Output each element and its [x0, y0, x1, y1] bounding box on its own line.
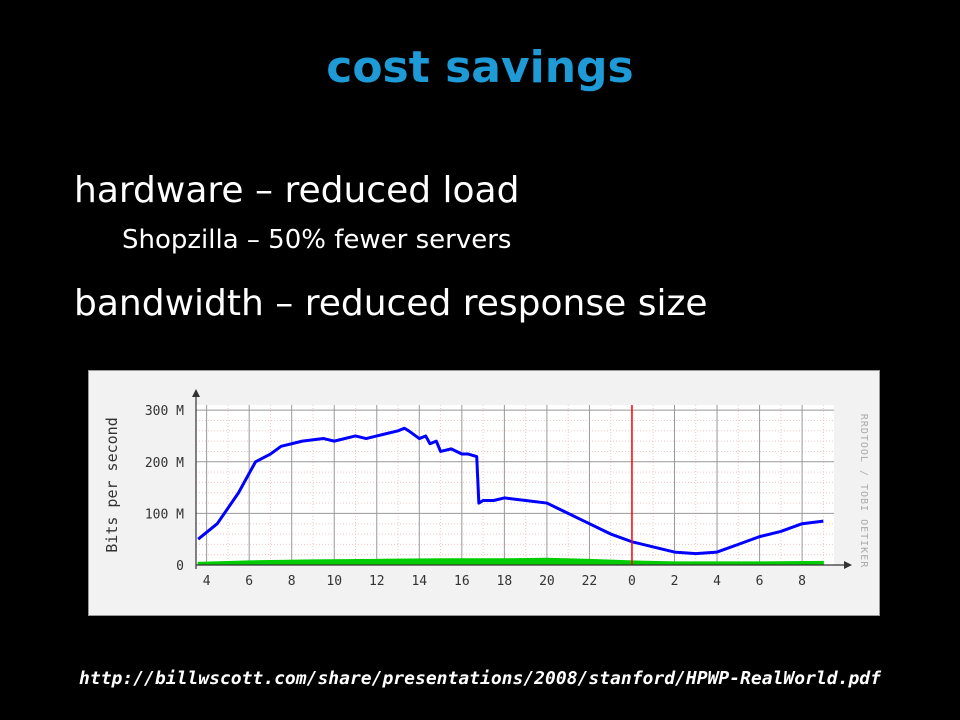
- x-tick-label: 12: [369, 574, 385, 589]
- y-axis-label: Bits per second: [103, 417, 121, 552]
- chart-svg: 0 100 M 200 M 300 M 4 6 8 10 12 14 16 18 20 22 0 2 4 6 8 Bi…: [103, 389, 869, 589]
- x-tick-label: 10: [326, 574, 342, 589]
- x-tick-label: 0: [628, 574, 636, 589]
- series-line: [197, 426, 824, 556]
- x-tick-label: 2: [671, 574, 679, 589]
- x-tick-label: 8: [288, 574, 296, 589]
- y-tick-label: 200 M: [145, 456, 184, 471]
- x-tick-label: 4: [203, 574, 211, 589]
- x-tick-label: 18: [497, 574, 513, 589]
- bandwidth-chart: 0 100 M 200 M 300 M 4 6 8 10 12 14 16 18 20 22 0 2 4 6 8 Bi…: [88, 370, 880, 616]
- x-tick-label: 6: [756, 574, 764, 589]
- x-tick-label: 6: [245, 574, 253, 589]
- bullet-bandwidth: bandwidth – reduced response size: [74, 283, 708, 324]
- y-tick-label: 300 M: [145, 404, 184, 419]
- y-tick-label: 100 M: [145, 507, 184, 522]
- x-tick-label: 14: [411, 574, 427, 589]
- source-url[interactable]: http://billwscott.com/share/presentation…: [79, 668, 881, 689]
- x-tick-label: 22: [582, 574, 598, 589]
- slide-title: cost savings: [326, 42, 634, 93]
- y-tick-label: 0: [176, 559, 184, 574]
- rrdtool-watermark: RRDTOOL / TOBI OETIKER: [858, 414, 869, 568]
- x-tick-label: 8: [798, 574, 806, 589]
- x-tick-label: 16: [454, 574, 470, 589]
- series-area: [197, 557, 824, 566]
- plot-area: [196, 405, 834, 565]
- sub-bullet-shopzilla: Shopzilla – 50% fewer servers: [122, 225, 512, 255]
- y-axis-arrow: [192, 389, 200, 397]
- x-axis-arrow: [844, 561, 852, 569]
- bullet-hardware: hardware – reduced load: [74, 170, 520, 211]
- x-tick-label: 20: [539, 574, 555, 589]
- x-tick-label: 4: [713, 574, 721, 589]
